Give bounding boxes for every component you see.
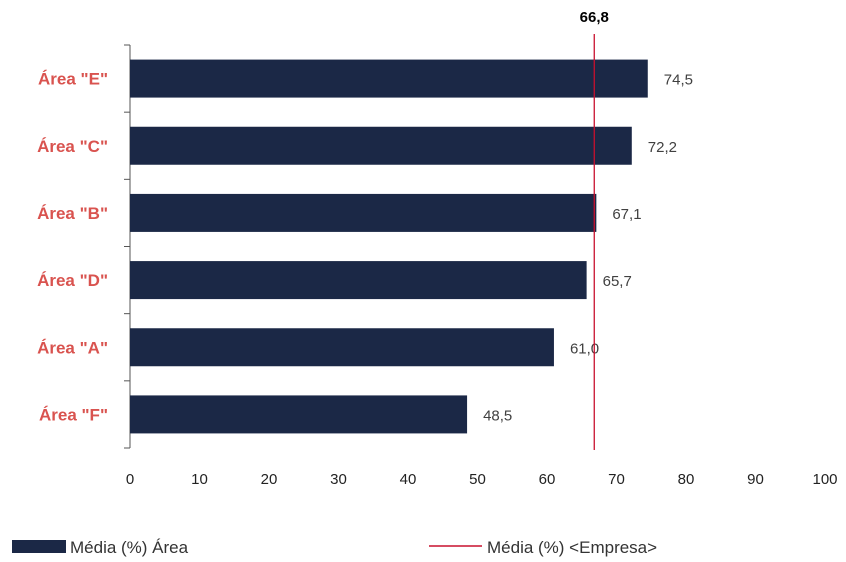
bar-value-label: 67,1 bbox=[612, 206, 641, 223]
bar-value-label: 48,5 bbox=[483, 407, 512, 424]
category-label: Área "E" bbox=[38, 70, 108, 89]
x-tick-labels: 0 10 20 30 40 50 60 70 80 90 100 bbox=[126, 471, 838, 488]
category-label: Área "B" bbox=[37, 204, 108, 223]
bar bbox=[130, 194, 596, 232]
category-label: Área "D" bbox=[37, 271, 108, 290]
bar bbox=[130, 261, 587, 299]
bar bbox=[130, 395, 467, 433]
x-tick-label: 90 bbox=[747, 471, 764, 488]
bar-value-label: 72,2 bbox=[648, 139, 677, 156]
category-labels: Área "E" Área "C" Área "B" Área "D" Área "A"… bbox=[37, 70, 108, 425]
x-tick-label: 80 bbox=[678, 471, 695, 488]
x-tick-label: 40 bbox=[400, 471, 417, 488]
x-tick-label: 0 bbox=[126, 471, 134, 488]
value-labels: 74,572,267,165,761,048,5 bbox=[483, 72, 693, 425]
x-tick-label: 20 bbox=[261, 471, 278, 488]
bar-value-label: 65,7 bbox=[603, 273, 632, 290]
x-tick-label: 70 bbox=[608, 471, 625, 488]
chart-axes bbox=[124, 45, 130, 448]
x-tick-label: 100 bbox=[812, 471, 837, 488]
reference-line-label: 66,8 bbox=[580, 9, 609, 26]
bar bbox=[130, 127, 632, 165]
legend-label-line: Média (%) <Empresa> bbox=[487, 538, 657, 557]
category-label: Área "F" bbox=[39, 405, 108, 424]
x-tick-label: 50 bbox=[469, 471, 486, 488]
bar bbox=[130, 328, 554, 366]
bar bbox=[130, 60, 648, 98]
legend-label-bars: Média (%) Área bbox=[70, 538, 189, 557]
category-label: Área "A" bbox=[37, 338, 108, 357]
category-label: Área "C" bbox=[37, 137, 108, 156]
x-tick-label: 60 bbox=[539, 471, 556, 488]
legend: Média (%) Área Média (%) <Empresa> bbox=[12, 538, 657, 557]
x-tick-label: 30 bbox=[330, 471, 347, 488]
legend-swatch-bars bbox=[12, 540, 66, 553]
x-tick-label: 10 bbox=[191, 471, 208, 488]
chart-bars bbox=[130, 60, 648, 434]
bar-value-label: 74,5 bbox=[664, 72, 693, 89]
